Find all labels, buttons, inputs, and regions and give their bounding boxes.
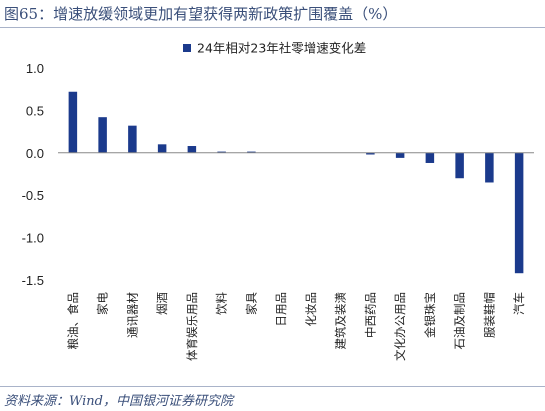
y-tick-label: 1.0 [26,61,44,76]
category-label: 体育娱乐用品 [185,292,199,361]
y-tick-label: 0.5 [26,103,44,118]
y-tick-label: 0.0 [26,146,44,161]
legend-swatch [183,44,191,52]
legend: 24年相对23年社零增速变化差 [183,41,366,56]
category-label: 中西药品 [363,292,377,338]
category-label: 烟酒 [155,292,169,315]
category-label: 化妆品 [304,292,318,327]
y-axis: 1.0 0.5 0.0 -0.5 -1.0 -1.5 [22,61,44,288]
title-bar: 图65：增速放缓领域更加有望获得两新政策扩围覆盖（%） [0,0,545,28]
bar [514,152,524,274]
bar [98,117,107,153]
category-label: 石油及制品 [453,292,467,350]
legend-label: 24年相对23年社零增速变化差 [197,41,366,56]
bar [425,152,435,163]
category-label: 家电 [96,292,110,315]
chart-title: 图65：增速放缓领域更加有望获得两新政策扩围覆盖（%） [4,5,398,23]
category-label: 建筑及装潢 [334,292,348,350]
category-label: 粮油、食品 [66,292,80,350]
footer-divider [0,386,545,387]
category-label: 文化办公用品 [393,292,407,361]
category-label: 饮料 [215,292,229,315]
category-label: 汽车 [512,292,526,315]
category-label: 服装鞋帽 [482,292,496,338]
bar [68,91,78,153]
bar [485,152,494,183]
category-label: 金银珠宝 [423,292,437,338]
bar [157,144,167,153]
bar [247,151,256,153]
bar [395,152,405,158]
y-tick-label: -1.5 [22,273,44,288]
y-tick-label: -1.0 [22,231,44,246]
bar [455,152,464,179]
bar [128,125,137,153]
category-label: 家具 [244,292,258,315]
source-note: 资料来源：Wind，中国银河证券研究院 [4,394,233,409]
category-label: 日用品 [274,292,288,327]
bars [68,91,524,274]
bar [187,146,197,153]
category-labels: 粮油、食品 家电 通讯器材 烟酒 体育娱乐用品 饮料 家具 日用品 化妆品 建筑及装潢 中西药品 文化… [66,292,526,361]
y-tick-label: -0.5 [22,188,44,203]
bar [217,151,226,153]
category-label: 通讯器材 [125,292,139,338]
bar [366,152,375,155]
